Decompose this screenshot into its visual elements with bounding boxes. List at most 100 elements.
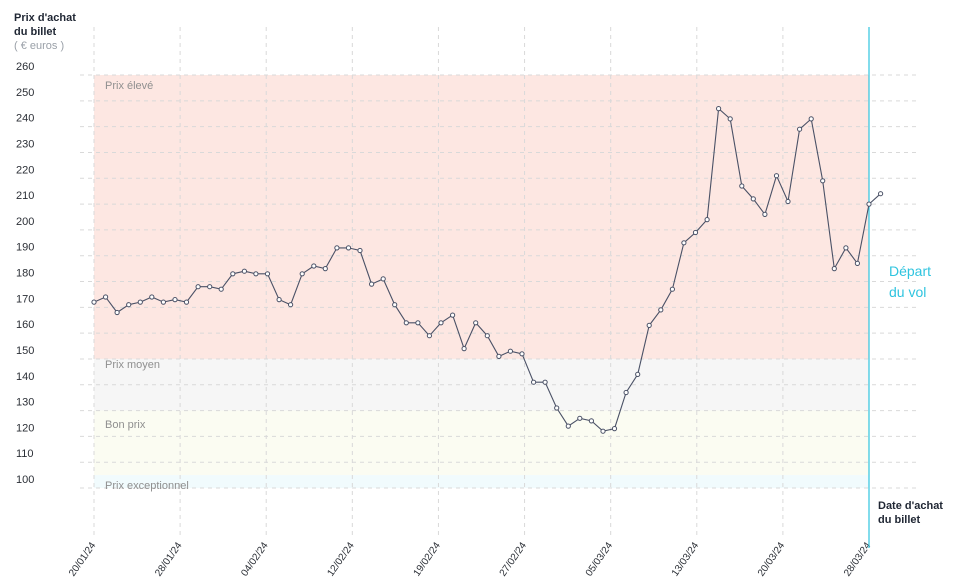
y-tick-label: 190 — [16, 242, 34, 254]
data-point — [126, 302, 132, 308]
data-point — [299, 271, 305, 277]
data-point — [473, 320, 479, 326]
data-point — [554, 405, 560, 411]
y-tick-label: 250 — [16, 87, 34, 99]
departure-label: Départ du vol — [889, 261, 931, 303]
zone-band-0 — [94, 75, 869, 359]
data-point — [218, 286, 224, 292]
departure-label-line1: Départ — [889, 263, 932, 279]
zone-band-2 — [94, 410, 869, 476]
y-tick-label: 160 — [16, 319, 34, 331]
y-tick-label: 100 — [16, 474, 34, 486]
data-point — [380, 276, 386, 282]
data-point — [820, 178, 826, 184]
zone-label-good: Bon prix — [105, 419, 146, 431]
y-tick-label: 210 — [16, 190, 34, 202]
data-point — [276, 297, 282, 303]
data-point — [727, 116, 733, 122]
data-point — [716, 106, 722, 112]
data-point — [739, 183, 745, 189]
data-point — [461, 346, 467, 352]
data-point — [207, 284, 213, 290]
departure-label-line2: du vol — [889, 284, 927, 300]
y-axis-title-line2: du billet — [14, 26, 57, 38]
data-point — [600, 428, 606, 434]
data-point — [669, 286, 676, 292]
data-point — [415, 320, 421, 326]
data-point — [172, 297, 178, 303]
y-tick-label: 140 — [16, 371, 34, 383]
data-point — [750, 196, 756, 202]
data-point — [484, 333, 490, 339]
y-axis-title: Prix d'achat du billet — [14, 11, 76, 39]
data-point — [773, 173, 780, 179]
data-point — [785, 198, 791, 205]
data-point — [334, 245, 340, 251]
data-point — [426, 333, 432, 339]
data-point — [91, 299, 97, 305]
y-tick-label: 120 — [16, 422, 34, 434]
data-point — [357, 247, 363, 254]
x-tick-label: 04/02/24 — [239, 540, 271, 579]
x-tick-label: 20/01/24 — [67, 540, 99, 579]
data-point — [253, 271, 259, 277]
data-point — [403, 320, 409, 326]
data-point — [542, 379, 548, 385]
data-point — [831, 266, 837, 272]
data-point — [369, 281, 375, 287]
data-point — [496, 353, 502, 359]
y-tick-label: 110 — [16, 448, 34, 460]
data-point — [611, 426, 618, 432]
data-point — [866, 201, 872, 207]
data-point — [565, 423, 571, 429]
data-point — [450, 312, 456, 318]
y-tick-label: 220 — [16, 164, 34, 176]
data-point — [692, 229, 699, 236]
zone-band-3 — [94, 475, 869, 488]
data-point — [681, 240, 687, 246]
data-point — [797, 126, 803, 132]
data-point — [843, 245, 849, 251]
data-point — [438, 320, 444, 326]
y-tick-label: 180 — [16, 268, 34, 280]
data-point — [658, 307, 664, 313]
x-tick-label: 19/02/24 — [412, 540, 444, 579]
data-point — [345, 245, 352, 251]
data-point — [392, 302, 398, 308]
y-axis-title-line1: Prix d'achat — [14, 12, 76, 24]
y-tick-label: 230 — [16, 138, 34, 150]
x-axis-title: Date d'achat du billet — [878, 499, 943, 527]
x-axis-title-line2: du billet — [878, 514, 921, 526]
zone-label-exceptional: Prix exceptionnel — [105, 480, 189, 492]
data-point — [623, 389, 629, 396]
data-point — [183, 299, 190, 305]
data-point — [195, 284, 201, 290]
data-point — [646, 322, 652, 328]
x-tick-label: 20/03/24 — [756, 540, 788, 579]
y-tick-label: 150 — [16, 345, 34, 357]
data-point — [311, 263, 317, 269]
data-point — [264, 271, 271, 277]
data-point — [322, 266, 328, 272]
data-point — [137, 299, 143, 305]
x-tick-label: 27/02/24 — [498, 540, 530, 579]
x-tick-label: 28/01/24 — [153, 540, 185, 579]
data-point — [854, 260, 861, 266]
zone-label-average: Prix moyen — [105, 359, 161, 371]
x-tick-label: 12/02/24 — [325, 540, 357, 579]
y-tick-label: 170 — [16, 293, 34, 305]
x-tick-label: 05/03/24 — [584, 540, 616, 579]
x-tick-label: 13/03/24 — [670, 540, 702, 579]
zone-label-high: Prix élevé — [105, 80, 154, 92]
y-tick-label: 260 — [16, 61, 34, 73]
y-tick-label: 240 — [16, 113, 34, 125]
data-point — [519, 351, 525, 357]
data-point — [507, 348, 513, 354]
y-tick-label: 200 — [16, 216, 34, 228]
data-point — [103, 294, 109, 300]
data-point — [704, 217, 710, 223]
data-point — [588, 418, 595, 424]
y-axis-unit: ( € euros ) — [14, 40, 65, 52]
data-point — [577, 415, 583, 421]
